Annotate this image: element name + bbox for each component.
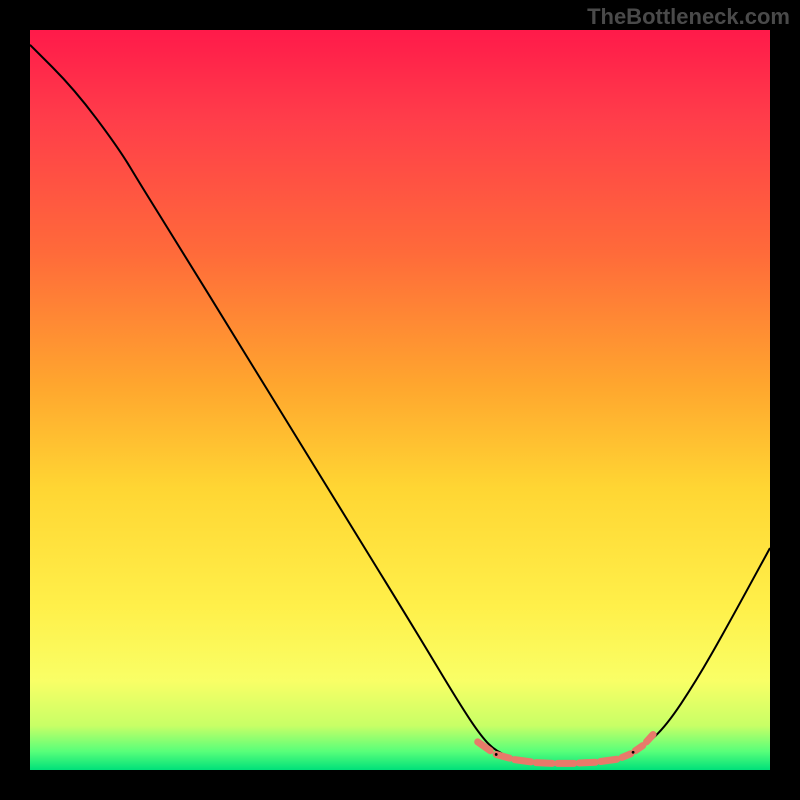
- basin-marker-segment: [635, 746, 642, 751]
- chart-background: [30, 30, 770, 770]
- plot-area: [30, 30, 770, 770]
- basin-marker-segment: [601, 759, 617, 761]
- basin-marker-segment: [622, 754, 631, 758]
- basin-endpoint-dot: [495, 753, 498, 756]
- basin-marker-segment: [496, 754, 509, 758]
- chart-frame: TheBottleneck.com: [0, 0, 800, 800]
- basin-marker-segment: [646, 734, 653, 741]
- basin-marker-segment: [579, 762, 595, 763]
- chart-svg: [30, 30, 770, 770]
- basin-marker-segment: [515, 760, 531, 762]
- basin-marker-segment: [536, 763, 552, 764]
- basin-endpoint-dot: [632, 751, 635, 754]
- watermark-text: TheBottleneck.com: [587, 4, 790, 30]
